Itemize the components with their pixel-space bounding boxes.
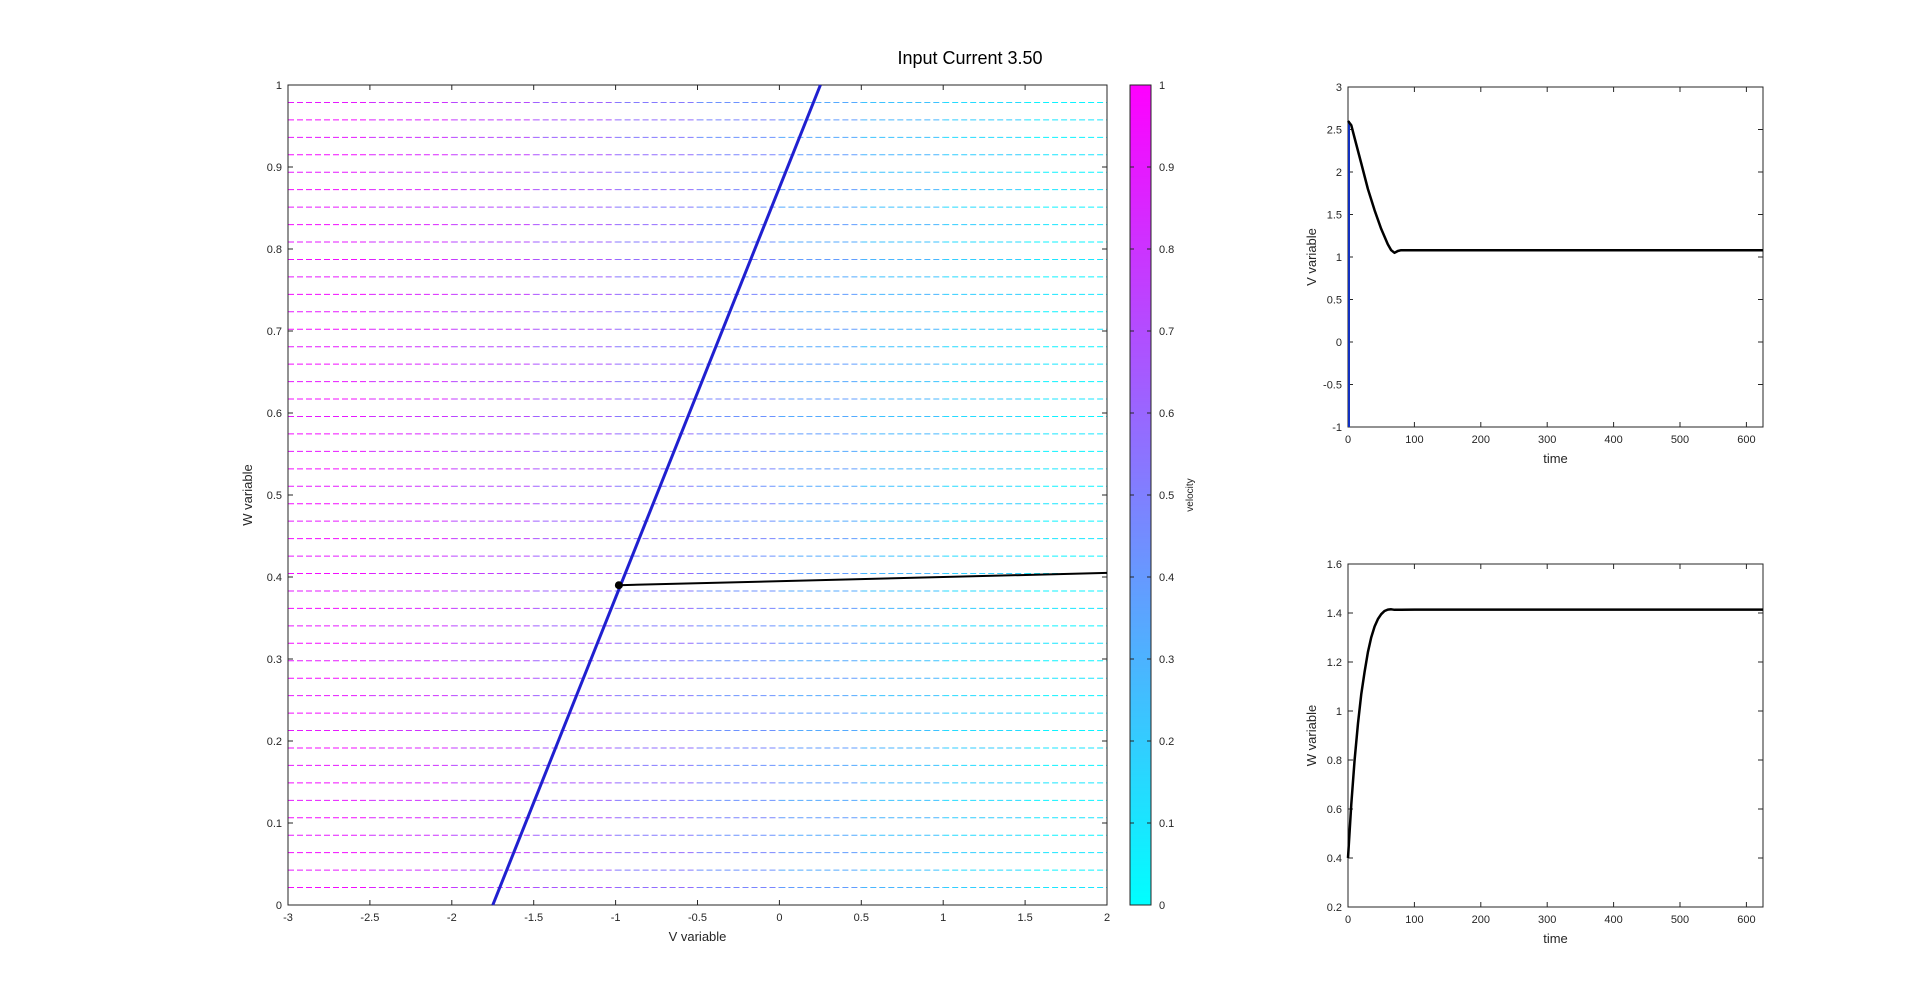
x-tick-label: 600	[1737, 914, 1755, 926]
y-tick-label: 1.2	[1327, 657, 1342, 669]
y-tick-label: 1.6	[1327, 559, 1342, 571]
x-tick-label: 0	[1345, 434, 1351, 446]
series-line-1	[618, 571, 1108, 587]
x-tick-label: 100	[1405, 434, 1423, 446]
y-tick-label: 3	[1336, 82, 1342, 94]
colorbar-tick-label: 0.2	[1159, 736, 1174, 748]
x-tick-label: -2	[447, 912, 457, 924]
y-tick-label: 0	[276, 900, 282, 912]
x-tick-label: 600	[1737, 434, 1755, 446]
x-tick-label: 200	[1472, 914, 1490, 926]
y-axis-label: W variable	[240, 464, 255, 525]
x-tick-label: 400	[1604, 914, 1622, 926]
x-tick-label: -1.5	[524, 912, 543, 924]
y-tick-label: 0.5	[267, 490, 282, 502]
y-tick-label: 0.8	[267, 244, 282, 256]
y-tick-label: 2	[1336, 167, 1342, 179]
y-tick-label: 0.2	[1327, 902, 1342, 914]
y-tick-label: 1.4	[1327, 608, 1342, 620]
y-tick-label: 1.5	[1327, 210, 1342, 222]
y-tick-label: 0.6	[267, 408, 282, 420]
x-tick-label: -3	[283, 912, 293, 924]
y-tick-label: 0.4	[267, 572, 282, 584]
x-tick-label: 0	[776, 912, 782, 924]
colorbar-tick-label: 1	[1159, 80, 1165, 92]
y-axis-label: W variable	[1304, 705, 1319, 766]
x-tick-label: 0.5	[854, 912, 869, 924]
x-tick-label: 1	[940, 912, 946, 924]
colorbar-label: velocity	[1185, 478, 1196, 511]
y-tick-label: 0.7	[267, 326, 282, 338]
y-tick-label: 0.6	[1327, 804, 1342, 816]
x-tick-label: 300	[1538, 914, 1556, 926]
figure-title: Input Current 3.50	[897, 48, 1042, 68]
colorbar: 0 0.1 0.2 0.3 0.4 0.5 0.6 0.7 0.8 0.9 1 velocity	[1129, 80, 1196, 912]
y-axis-label: V variable	[1304, 228, 1319, 286]
axes-frame	[287, 84, 1108, 906]
w-time-plot: 0 100 200 300 400 500 600 0.2 0.4 0.6 0.8 1 1.2 1.4 1.…	[1304, 559, 1764, 946]
y-tick-label: 0.2	[267, 736, 282, 748]
y-tick-label: 0	[1336, 337, 1342, 349]
y-tick-label: 1	[1336, 706, 1342, 718]
y-tick-label: -0.5	[1323, 380, 1342, 392]
fixed-point-marker	[614, 581, 623, 590]
y-tick-label: 0.1	[267, 818, 282, 830]
x-tick-label: 2	[1104, 912, 1110, 924]
axes-box	[1347, 563, 1764, 908]
x-tick-label: 0	[1345, 914, 1351, 926]
y-tick-label: 0.8	[1327, 755, 1342, 767]
x-axis-label: time	[1543, 931, 1568, 946]
x-axis-label: time	[1543, 451, 1568, 466]
v-time-plot: 0 100 200 300 400 500 600 -1 -0.5 0 0.5 1 1.5 2 2.5 3 ti…	[1304, 82, 1764, 466]
colorbar-tick-label: 0.9	[1159, 162, 1174, 174]
y-tick-label: 1	[1336, 252, 1342, 264]
x-tick-label: -0.5	[688, 912, 707, 924]
x-tick-label: 500	[1671, 914, 1689, 926]
y-tick-label: -1	[1332, 422, 1342, 434]
x-tick-label: 300	[1538, 434, 1556, 446]
x-tick-label: 100	[1405, 914, 1423, 926]
quiver-field	[288, 84, 1107, 906]
x-tick-label: 500	[1671, 434, 1689, 446]
y-tick-label: 1	[276, 80, 282, 92]
colorbar-tick-label: 0	[1159, 900, 1165, 912]
colorbar-tick-label: 0.1	[1159, 818, 1174, 830]
x-tick-label: 200	[1472, 434, 1490, 446]
y-tick-label: 2.5	[1327, 125, 1342, 137]
x-tick-label: 400	[1604, 434, 1622, 446]
y-tick-label: 0.9	[267, 162, 282, 174]
series-line-0	[1346, 608, 1763, 859]
colorbar-tick-label: 0.6	[1159, 408, 1174, 420]
colorbar-tick-label: 0.7	[1159, 326, 1174, 338]
x-tick-label: -2.5	[360, 912, 379, 924]
x-tick-label: -1	[611, 912, 621, 924]
colorbar-tick-label: 0.3	[1159, 654, 1174, 666]
x-axis-label: V variable	[669, 929, 727, 944]
axes-box	[1347, 86, 1764, 428]
colorbar-tick-label: 0.5	[1159, 490, 1174, 502]
x-tick-label: 1.5	[1017, 912, 1032, 924]
y-tick-label: 0.5	[1327, 295, 1342, 307]
y-tick-label: 0.3	[267, 654, 282, 666]
axes-box	[287, 84, 1108, 906]
series-line-0	[1347, 120, 1763, 255]
colorbar-tick-label: 0.4	[1159, 572, 1174, 584]
colorbar-tick-label: 0.8	[1159, 244, 1174, 256]
y-tick-label: 0.4	[1327, 853, 1342, 865]
series-line-0	[491, 84, 822, 906]
phase-plot: -3 -2.5 -2 -1.5 -1 -0.5 0 0.5 1 1.5 2 0 0.1 0.2 0.3 0.4…	[240, 80, 1110, 944]
